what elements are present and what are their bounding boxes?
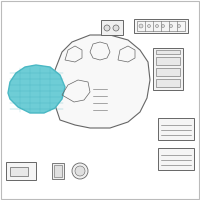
Bar [10, 167, 28, 176]
Bar [156, 79, 180, 87]
Bar [158, 148, 194, 170]
Polygon shape [8, 65, 65, 113]
Bar [134, 19, 188, 33]
Bar [156, 50, 180, 54]
Circle shape [156, 24, 158, 27]
Circle shape [170, 24, 172, 27]
Polygon shape [52, 35, 150, 128]
Circle shape [178, 24, 180, 27]
Circle shape [104, 25, 110, 31]
Bar [153, 48, 183, 90]
Circle shape [75, 166, 85, 176]
Bar [156, 68, 180, 76]
Circle shape [139, 24, 143, 28]
Bar [52, 163, 64, 179]
Bar [156, 57, 180, 65]
Bar [158, 118, 194, 140]
Bar [101, 20, 123, 35]
Circle shape [72, 163, 88, 179]
Bar [54, 165, 62, 177]
Circle shape [162, 24, 164, 27]
Bar [137, 21, 185, 31]
Circle shape [113, 25, 119, 31]
Circle shape [148, 24, 151, 27]
Bar [6, 162, 36, 180]
